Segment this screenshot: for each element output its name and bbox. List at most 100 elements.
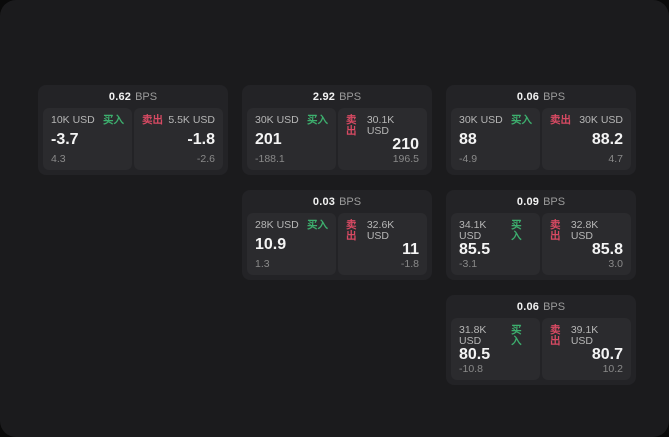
- quote-card: 2.92 BPS 30K USD 买入 201 -188.1 卖出 30.1K …: [242, 85, 432, 175]
- quote-card: 0.03 BPS 28K USD 买入 10.9 1.3 卖出 32.6K US…: [242, 190, 432, 280]
- buy-sell-panels: 31.8K USD 买入 80.5 -10.8 卖出 39.1K USD 80.…: [451, 318, 631, 380]
- sell-price: 80.7: [591, 345, 623, 363]
- buy-change: -4.9: [459, 152, 478, 165]
- bps-value: 0.09: [516, 195, 540, 208]
- sell-side-label: 卖出: [346, 114, 357, 137]
- buy-side-label: 买入: [307, 219, 328, 231]
- sell-panel-header: 卖出 30K USD: [550, 115, 623, 126]
- buy-price: 10.9: [255, 235, 287, 253]
- quote-card: 0.06 BPS 30K USD 买入 88 -4.9 卖出 30K USD: [446, 85, 636, 175]
- buy-price: 80.5: [459, 345, 491, 363]
- buy-price: 201: [255, 130, 282, 148]
- buy-size: 30K USD: [255, 114, 299, 126]
- buy-price: 88: [459, 130, 477, 148]
- buy-panel-header: 30K USD 买入: [255, 115, 328, 126]
- sell-panel[interactable]: 卖出 39.1K USD 80.7 10.2: [542, 318, 631, 380]
- sell-size: 32.6K USD: [366, 219, 395, 242]
- sell-change: 3.0: [608, 257, 623, 270]
- buy-side-label: 买入: [103, 114, 124, 126]
- sell-change: 4.7: [608, 152, 623, 165]
- bps-unit-label: BPS: [543, 90, 566, 103]
- buy-size: 31.8K USD: [459, 324, 487, 347]
- buy-panel[interactable]: 31.8K USD 买入 80.5 -10.8: [451, 318, 540, 380]
- sell-size: 5.5K USD: [168, 114, 215, 126]
- buy-sell-panels: 10K USD 买入 -3.7 4.3 卖出 5.5K USD -1.8 -2.…: [43, 108, 223, 170]
- sell-side-label: 卖出: [142, 114, 163, 126]
- sell-price: 85.8: [591, 240, 623, 258]
- buy-price: -3.7: [51, 130, 79, 148]
- buy-panel[interactable]: 30K USD 买入 201 -188.1: [247, 108, 336, 170]
- quote-card: 0.09 BPS 34.1K USD 买入 85.5 -3.1 卖出 32.8K…: [446, 190, 636, 280]
- sell-panel-header: 卖出 5.5K USD: [142, 115, 215, 126]
- sell-size: 39.1K USD: [570, 324, 599, 347]
- sell-side-label: 卖出: [550, 219, 561, 242]
- buy-panel-header: 30K USD 买入: [459, 115, 532, 126]
- buy-panel-header: 34.1K USD 买入: [459, 220, 532, 241]
- buy-change: -10.8: [459, 362, 483, 375]
- sell-side-label: 卖出: [550, 114, 571, 126]
- sell-price: 210: [392, 135, 419, 153]
- bps-header: 0.62 BPS: [43, 85, 223, 108]
- bps-header: 0.06 BPS: [451, 85, 631, 108]
- sell-size: 30.1K USD: [366, 114, 395, 137]
- sell-panel[interactable]: 卖出 32.8K USD 85.8 3.0: [542, 213, 631, 275]
- buy-panel-header: 31.8K USD 买入: [459, 325, 532, 346]
- sell-price: 88.2: [591, 130, 623, 148]
- buy-change: 1.3: [255, 257, 270, 270]
- buy-price: 85.5: [459, 240, 491, 258]
- buy-side-label: 买入: [511, 324, 522, 347]
- bps-unit-label: BPS: [543, 300, 566, 313]
- sell-side-label: 卖出: [346, 219, 357, 242]
- sell-size: 30K USD: [579, 114, 623, 126]
- bps-value: 0.06: [516, 90, 540, 103]
- buy-size: 10K USD: [51, 114, 95, 126]
- sell-price: 11: [402, 240, 419, 258]
- sell-price: -1.8: [187, 130, 215, 148]
- buy-side-label: 买入: [511, 114, 532, 126]
- bps-value: 0.06: [516, 300, 540, 313]
- buy-panel-header: 10K USD 买入: [51, 115, 124, 126]
- buy-panel[interactable]: 10K USD 买入 -3.7 4.3: [43, 108, 132, 170]
- sell-panel[interactable]: 卖出 5.5K USD -1.8 -2.6: [134, 108, 223, 170]
- buy-panel[interactable]: 28K USD 买入 10.9 1.3: [247, 213, 336, 275]
- sell-panel-header: 卖出 30.1K USD: [346, 115, 419, 136]
- buy-size: 34.1K USD: [459, 219, 487, 242]
- bps-unit-label: BPS: [339, 90, 362, 103]
- sell-panel-header: 卖出 32.8K USD: [550, 220, 623, 241]
- bps-value: 0.62: [108, 90, 132, 103]
- bps-header: 0.09 BPS: [451, 190, 631, 213]
- buy-size: 30K USD: [459, 114, 503, 126]
- quote-card: 0.06 BPS 31.8K USD 买入 80.5 -10.8 卖出 39.1…: [446, 295, 636, 385]
- bps-unit-label: BPS: [339, 195, 362, 208]
- buy-sell-panels: 34.1K USD 买入 85.5 -3.1 卖出 32.8K USD 85.8…: [451, 213, 631, 275]
- quote-grid: 0.62 BPS 10K USD 买入 -3.7 4.3 卖出 5.5K USD: [38, 85, 636, 385]
- buy-change: -3.1: [459, 257, 478, 270]
- quote-card: 0.62 BPS 10K USD 买入 -3.7 4.3 卖出 5.5K USD: [38, 85, 228, 175]
- sell-size: 32.8K USD: [570, 219, 599, 242]
- bps-value: 2.92: [312, 90, 336, 103]
- buy-sell-panels: 30K USD 买入 201 -188.1 卖出 30.1K USD 210 1…: [247, 108, 427, 170]
- sell-panel-header: 卖出 32.6K USD: [346, 220, 419, 241]
- buy-side-label: 买入: [511, 219, 522, 242]
- buy-change: 4.3: [51, 152, 66, 165]
- sell-change: 196.5: [392, 152, 419, 165]
- sell-panel[interactable]: 卖出 30.1K USD 210 196.5: [338, 108, 427, 170]
- bps-header: 0.03 BPS: [247, 190, 427, 213]
- sell-panel[interactable]: 卖出 32.6K USD 11 -1.8: [338, 213, 427, 275]
- buy-sell-panels: 30K USD 买入 88 -4.9 卖出 30K USD 88.2 4.7: [451, 108, 631, 170]
- sell-panel-header: 卖出 39.1K USD: [550, 325, 623, 346]
- bps-header: 2.92 BPS: [247, 85, 427, 108]
- buy-panel[interactable]: 30K USD 买入 88 -4.9: [451, 108, 540, 170]
- sell-change: -1.8: [400, 257, 419, 270]
- buy-panel-header: 28K USD 买入: [255, 220, 328, 231]
- bps-unit-label: BPS: [543, 195, 566, 208]
- bps-value: 0.03: [312, 195, 336, 208]
- bps-header: 0.06 BPS: [451, 295, 631, 318]
- buy-panel[interactable]: 34.1K USD 买入 85.5 -3.1: [451, 213, 540, 275]
- buy-size: 28K USD: [255, 219, 299, 231]
- buy-side-label: 买入: [307, 114, 328, 126]
- sell-panel[interactable]: 卖出 30K USD 88.2 4.7: [542, 108, 631, 170]
- buy-change: -188.1: [255, 152, 285, 165]
- buy-sell-panels: 28K USD 买入 10.9 1.3 卖出 32.6K USD 11 -1.8: [247, 213, 427, 275]
